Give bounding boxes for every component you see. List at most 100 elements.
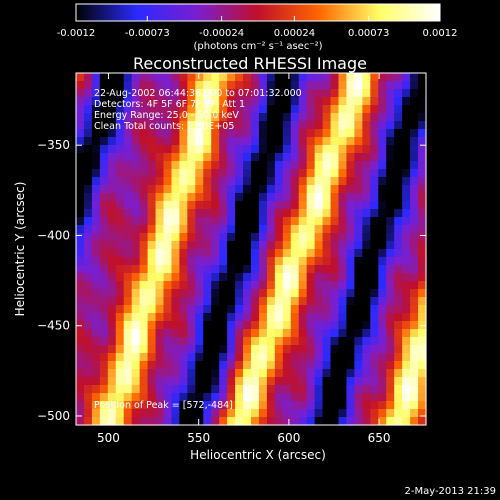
heatmap-cell — [402, 201, 411, 210]
heatmap-cell — [171, 297, 181, 306]
heatmap-cell — [290, 273, 300, 282]
heatmap-cell — [219, 153, 228, 162]
heatmap-cell — [330, 273, 340, 282]
heatmap-cell — [91, 153, 101, 162]
heatmap-cell — [76, 161, 85, 170]
heatmap-cell — [155, 257, 165, 266]
heatmap-cell — [290, 369, 300, 378]
heatmap-cell — [139, 257, 149, 266]
heatmap-cell — [163, 417, 173, 426]
heatmap-cell — [107, 201, 117, 210]
heatmap-cell — [155, 249, 165, 258]
y-axis: −350−400−450−500 — [37, 138, 426, 423]
x-axis-label: Heliocentric X (arcsec) — [190, 448, 326, 462]
heatmap-cell — [83, 193, 93, 202]
heatmap-cell — [346, 145, 356, 154]
heatmap-cell — [330, 233, 340, 242]
heatmap-cell — [91, 353, 101, 362]
heatmap-cell — [139, 209, 149, 218]
heatmap-cell — [123, 145, 133, 154]
heatmap-cell — [171, 329, 181, 338]
heatmap-cell — [211, 361, 220, 370]
heatmap-cell — [251, 193, 260, 202]
heatmap-cell — [83, 81, 93, 90]
heatmap-cell — [219, 217, 228, 226]
heatmap-cell — [378, 417, 387, 426]
heatmap-cell — [290, 89, 300, 98]
heatmap-cell — [378, 281, 387, 290]
heatmap-cell — [290, 241, 300, 250]
heatmap-cell — [76, 129, 85, 138]
heatmap-cell — [131, 305, 141, 314]
heatmap-cell — [290, 81, 300, 90]
heatmap-cell — [76, 289, 85, 298]
heatmap-cell — [211, 145, 220, 154]
heatmap-cell — [330, 113, 340, 122]
heatmap-cell — [123, 281, 133, 290]
heatmap-cell — [139, 385, 149, 394]
heatmap-cell — [83, 177, 93, 186]
heatmap-cell — [394, 345, 403, 354]
heatmap-cell — [394, 401, 403, 410]
heatmap-cell — [354, 161, 363, 170]
heatmap-cell — [91, 273, 101, 282]
heatmap-cell — [266, 313, 276, 322]
heatmap-cell — [107, 289, 117, 298]
heatmap-cell — [282, 201, 292, 210]
heatmap-cell — [290, 313, 300, 322]
heatmap-cell — [394, 329, 403, 338]
heatmap-cell — [410, 113, 419, 122]
heatmap-cell — [163, 137, 173, 146]
heatmap-cell — [147, 337, 157, 346]
heatmap-cell — [394, 153, 403, 162]
heatmap-cell — [187, 361, 196, 370]
heatmap-cell — [243, 137, 252, 146]
heatmap-cell — [219, 89, 228, 98]
heatmap-cell — [251, 409, 260, 418]
heatmap-cell — [179, 185, 188, 194]
heatmap-cell — [99, 297, 109, 306]
heatmap-cell — [243, 185, 252, 194]
plot-frame — [75, 72, 427, 426]
heatmap-cell — [211, 209, 220, 218]
heatmap-cell — [155, 369, 165, 378]
heatmap-cell — [211, 249, 220, 258]
heatmap-cell — [131, 73, 141, 82]
heatmap-cell — [155, 233, 165, 242]
heatmap-cell — [123, 169, 133, 178]
heatmap-cell — [378, 393, 387, 402]
heatmap-cell — [418, 257, 427, 266]
heatmap-cell — [402, 377, 411, 386]
heatmap-cell — [163, 281, 173, 290]
heatmap-cell — [418, 129, 427, 138]
heatmap-cell — [298, 377, 308, 386]
annotation-block: 22-Aug-2002 06:44:36.000 to 07:01:32.000… — [94, 88, 302, 132]
heatmap-cell — [378, 241, 387, 250]
heatmap-cell — [155, 345, 165, 354]
heatmap-cell — [378, 233, 387, 242]
heatmap-cell — [235, 137, 244, 146]
heatmap-cell — [99, 145, 109, 154]
heatmap-cell — [179, 257, 188, 266]
heatmap-cell — [163, 257, 173, 266]
heatmap-cell — [251, 177, 260, 186]
heatmap-cell — [290, 209, 300, 218]
heatmap-cell — [338, 329, 348, 338]
heatmap-cell — [258, 249, 268, 258]
heatmap-cell — [370, 257, 379, 266]
heatmap-cell — [402, 169, 411, 178]
heatmap-cell — [179, 281, 188, 290]
heatmap-cell — [83, 249, 93, 258]
heatmap-cell — [115, 89, 125, 98]
heatmap-cell — [187, 81, 196, 90]
heatmap-cell — [258, 193, 268, 202]
heatmap-cell — [282, 153, 292, 162]
heatmap-cell — [418, 201, 427, 210]
heatmap-cell — [266, 97, 276, 106]
heatmap-cell — [147, 297, 157, 306]
heatmap-cell — [219, 337, 228, 346]
heatmap-cell — [410, 385, 419, 394]
heatmap-cell — [139, 353, 149, 362]
heatmap-cell — [227, 241, 236, 250]
heatmap-cell — [243, 329, 252, 338]
